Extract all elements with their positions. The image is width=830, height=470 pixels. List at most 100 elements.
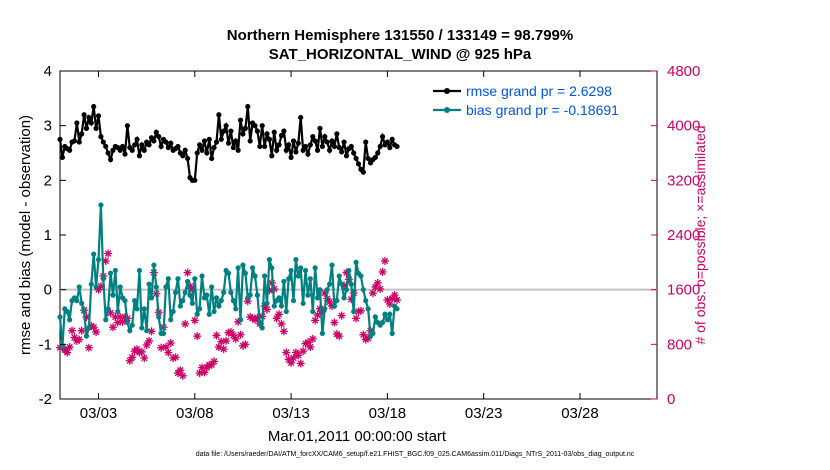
bias-point: [269, 265, 275, 271]
rmse-point: [107, 156, 114, 163]
rmse-point: [124, 123, 131, 129]
rmse-point: [372, 154, 378, 160]
bias-point: [382, 311, 388, 317]
obs-point: [282, 348, 291, 357]
bias-point: [177, 303, 183, 309]
rmse-point: [204, 150, 210, 156]
rmse-point: [293, 149, 299, 155]
obs-point: [380, 256, 389, 265]
rmse-point: [254, 128, 260, 134]
bias-point: [360, 287, 366, 293]
bias-point: [300, 300, 306, 306]
rmse-point: [165, 144, 171, 151]
rmse-point: [314, 147, 321, 153]
rmse-point: [221, 128, 227, 134]
bias-point: [112, 267, 118, 274]
bias-point: [182, 289, 188, 295]
rmse-point: [59, 154, 66, 160]
bias-point: [105, 306, 111, 312]
rmse-point: [79, 131, 85, 137]
rmse-point: [353, 155, 359, 162]
rmse-point: [168, 140, 174, 146]
rmse-point: [240, 131, 246, 137]
rmse-point: [329, 138, 335, 144]
bias-point: [264, 300, 270, 306]
plot-area: [59, 70, 658, 400]
rmse-point: [271, 129, 277, 135]
rmse-point: [93, 125, 99, 131]
rmse-point: [276, 142, 282, 148]
bias-point: [64, 308, 70, 315]
x-tick-label: 03/18: [369, 405, 407, 422]
bias-point: [341, 295, 347, 301]
y-left-tick-label: -1: [39, 336, 52, 353]
bias-point: [194, 311, 200, 317]
bias-point: [129, 322, 135, 328]
obs-point: [183, 268, 192, 277]
x-tick-label: 03/28: [561, 405, 599, 422]
rmse-point: [387, 144, 393, 151]
obs-point: [210, 357, 219, 366]
bias-point: [172, 289, 179, 295]
rmse-point: [264, 131, 270, 137]
bias-point: [117, 284, 123, 290]
bias-point: [334, 298, 340, 304]
bias-point: [317, 287, 323, 293]
bias-point: [151, 262, 157, 268]
bias-point: [107, 270, 114, 276]
legend-label: bias grand pr = -0.18691: [466, 102, 619, 118]
obs-point: [181, 319, 190, 328]
rmse-point: [136, 153, 143, 159]
rmse-point: [110, 147, 116, 153]
bias-point: [327, 281, 333, 287]
rmse-point: [199, 147, 205, 153]
bias-point: [180, 298, 186, 304]
x-axis-label: Mar.01,2011 00:00:00 start: [268, 428, 447, 445]
obs-point: [376, 284, 385, 293]
rmse-point: [103, 143, 109, 150]
rmse-point: [81, 112, 87, 118]
rmse-point: [233, 138, 239, 144]
bias-point: [365, 306, 371, 312]
rmse-point: [235, 147, 241, 153]
bias-point: [95, 257, 102, 263]
bias-point: [187, 292, 193, 298]
rmse-point: [394, 143, 400, 150]
rmse-point: [88, 120, 94, 126]
rmse-point: [351, 150, 357, 156]
bias-point: [59, 344, 66, 350]
bias-point: [98, 202, 104, 208]
bias-point: [249, 265, 256, 271]
rmse-point: [324, 139, 330, 145]
rmse-point: [300, 147, 306, 153]
bias-point: [153, 284, 159, 290]
y-right-tick-label: 4000: [667, 118, 700, 135]
legend-marker: [444, 107, 450, 113]
obs-point: [337, 311, 346, 320]
obs-point: [137, 347, 146, 356]
rmse-point: [197, 142, 203, 148]
rmse-point: [290, 138, 297, 144]
rmse-point: [194, 150, 200, 156]
obs-point: [200, 368, 209, 377]
bias-point: [339, 281, 345, 287]
bias-point: [351, 308, 357, 315]
obs-point: [263, 305, 272, 314]
rmse-point: [100, 139, 106, 145]
bias-point: [252, 273, 258, 279]
rmse-point: [257, 143, 263, 150]
rmse-point: [223, 123, 229, 129]
obs-point: [193, 332, 202, 341]
rmse-point: [247, 138, 253, 144]
rmse-point: [389, 136, 395, 142]
obs-point: [306, 343, 315, 352]
rmse-point: [184, 155, 191, 162]
series-group: [56, 103, 402, 380]
data-file-footer: data file: /Users/raeder/DAI/ATM_forcXX/…: [195, 451, 635, 458]
legend-label: rmse grand pr = 2.6298: [466, 83, 612, 99]
bias-point: [100, 276, 106, 282]
rmse-point: [286, 142, 292, 148]
bias-series: [57, 202, 400, 350]
bias-point: [389, 330, 395, 336]
